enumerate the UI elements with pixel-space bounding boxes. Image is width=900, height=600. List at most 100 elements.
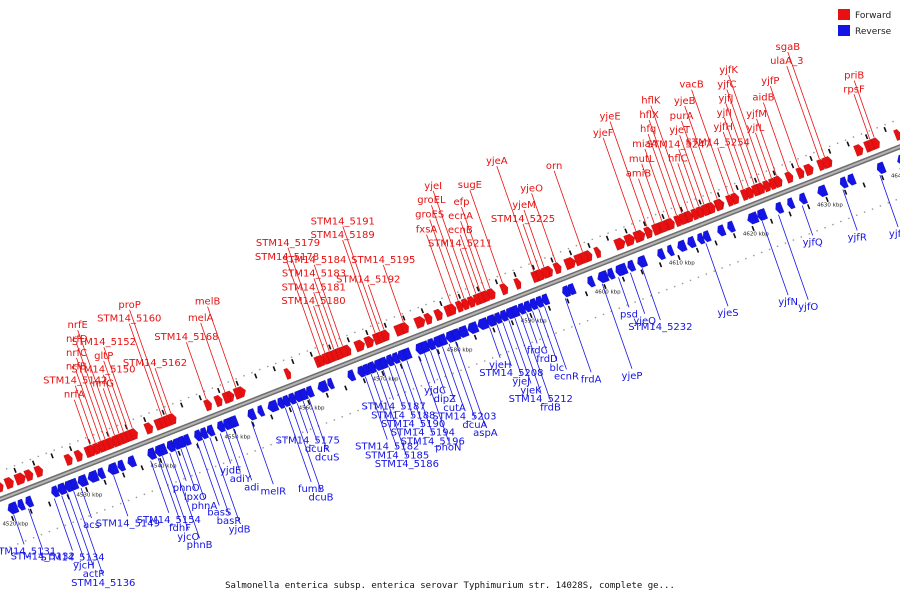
gene-label-yjfK: yjfK <box>719 65 738 76</box>
leader-line-ecnR <box>544 306 567 370</box>
gene-label-yjfJ: yjfJ <box>718 94 733 105</box>
gene-label-STM14_5254: STM14_5254 <box>686 138 750 149</box>
gene-arrow-yjcO <box>159 442 169 456</box>
leader-line-STM14_5183 <box>313 278 339 348</box>
gene-label-melA: melA <box>188 313 214 324</box>
gene-label-STM14_5186: STM14_5186 <box>375 459 439 470</box>
gene-label-yjfY: yjfY <box>889 229 900 240</box>
gene-arrow-forward <box>803 163 814 177</box>
scale-tick <box>566 298 570 304</box>
gene-arrow-STM14_5136 <box>70 477 80 491</box>
gene-label-adiY: adiY <box>230 474 252 485</box>
scale-label: 4630 kbp <box>817 202 843 208</box>
scale-tick <box>510 320 515 326</box>
gene-label-nrfD: nrfD <box>66 334 88 345</box>
scale-tick <box>235 380 239 386</box>
leader-line-basR <box>202 440 230 515</box>
gene-label-nrfA: nrfA <box>64 390 85 401</box>
scale-tick <box>365 329 369 336</box>
scale-tick <box>751 225 755 232</box>
gene-label-psd: psd <box>620 309 638 320</box>
scale-tick <box>105 431 110 437</box>
leader-line-STM14_5142 <box>74 385 96 443</box>
gene-arrow-reverse <box>717 224 727 237</box>
gene-label-mutL: mutL <box>629 154 655 165</box>
gene-label-amiB: amiB <box>626 169 652 180</box>
leader-line-basS <box>196 442 220 506</box>
gene-arrow-forward <box>413 315 426 330</box>
gene-label-yjeS: yjeS <box>717 308 738 319</box>
gene-label-STM14_5142: STM14_5142 <box>43 376 107 387</box>
gene-arrow-basR <box>199 426 210 440</box>
backbone-line <box>0 145 900 501</box>
gene-arrow-reverse <box>347 369 357 382</box>
gene-label-yjfN: yjfN <box>778 297 798 308</box>
leader-line-yjeB <box>684 105 718 200</box>
scale-tick <box>547 305 552 311</box>
gene-label-yjdB: yjdB <box>229 525 251 536</box>
gene-label-yjeH: yjeH <box>489 360 511 371</box>
leader-line-yjeJ <box>502 322 522 375</box>
gene-label-yjfC: yjfC <box>717 80 736 91</box>
scale-label: 4550 kbp <box>225 435 251 441</box>
leader-line-adi <box>233 428 253 481</box>
scale-tick <box>10 515 15 522</box>
leader-line-dcuB <box>290 405 322 491</box>
gene-arrow-reverse <box>667 244 676 257</box>
leader-line-nrfB <box>75 371 101 441</box>
scale-tick <box>48 501 52 507</box>
gene-arrow-adiY <box>222 417 233 431</box>
gene-arrow-miaA <box>665 217 675 231</box>
gene-label-gltP: gltP <box>94 351 113 362</box>
gene-label-STM14_5225: STM14_5225 <box>491 214 555 225</box>
gene-arrow-hflK <box>684 210 694 223</box>
gene-arrow-reverse <box>327 377 336 390</box>
gene-label-yjeF: yjeF <box>593 128 614 139</box>
scale-tick <box>492 327 496 333</box>
leader-line-STM14_5136 <box>73 490 104 577</box>
scale-tick <box>217 387 221 394</box>
leader-line-yjeS <box>705 243 729 307</box>
gene-label-blc: blc <box>549 363 564 374</box>
gene-arrow-dcuA <box>445 330 455 344</box>
gene-label-yjeP: yjeP <box>622 371 643 382</box>
gene-arrow-acs <box>77 474 87 488</box>
scale-tick <box>788 211 792 217</box>
scale-tick <box>473 334 478 340</box>
gene-arrow-mutL <box>658 220 668 234</box>
gene-label-STM14_5150: STM14_5150 <box>71 365 135 376</box>
gene-label-fdhF: fdhF <box>169 523 191 534</box>
gene-label-dipZ: dipZ <box>434 394 456 405</box>
gene-label-yjeQ: yjeQ <box>633 316 656 327</box>
scale-tick <box>621 276 626 282</box>
leader-line-acs <box>80 487 92 519</box>
scale-tick <box>772 170 776 176</box>
gene-label-frdB: frdB <box>540 403 561 414</box>
leader-line-yjfO <box>778 214 809 300</box>
scale-label: 4520 kbp <box>2 522 28 528</box>
leader-line-nrfA <box>73 399 91 445</box>
gene-label-frdC: frdC <box>527 345 548 356</box>
gene-arrow-yjeT <box>700 204 710 217</box>
gene-arrow-reverse <box>607 267 616 280</box>
leader-line-sgaB <box>787 51 825 158</box>
legend-forward-label: Forward <box>855 11 891 21</box>
gene-arrow-melR <box>248 408 258 421</box>
leader-line-STM14_5185 <box>370 374 398 449</box>
gene-arrow-groES <box>454 300 464 313</box>
leader-line-yjfI <box>723 117 749 187</box>
gene-label-adi: adi <box>244 482 259 493</box>
leader-line-lpxO <box>180 448 196 491</box>
leader-line-STM14_5225 <box>522 223 540 270</box>
leader-line-yjfH <box>722 131 744 190</box>
gene-arrow-forward <box>143 422 154 435</box>
map-caption: Salmonella enterica subsp. enterica sero… <box>225 581 675 591</box>
gene-arrow-STM14_5162 <box>167 412 177 426</box>
leader-line-melB <box>207 306 237 388</box>
gene-label-basR: basR <box>217 516 242 527</box>
leader-line-nrfC <box>76 357 106 440</box>
scale-tick <box>769 218 774 224</box>
leader-line-dipZ <box>430 350 446 393</box>
gene-arrow-hflX <box>678 212 688 226</box>
leader-line-yjeH <box>489 327 501 359</box>
